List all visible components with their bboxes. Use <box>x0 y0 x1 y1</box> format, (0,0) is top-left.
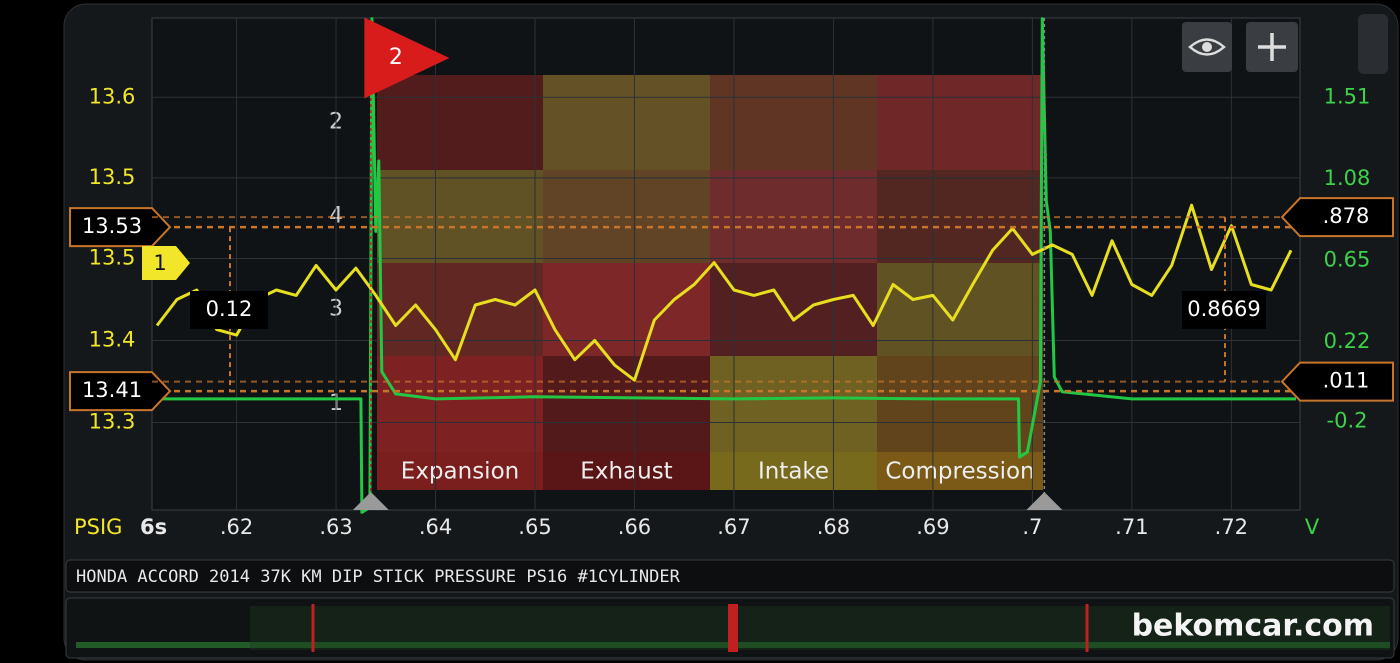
x-tick-label: .64 <box>419 515 452 539</box>
channel-marker-label: 1 <box>153 251 166 275</box>
axis-labels: .62 .63 .64 .65 .66 .67 .68 .69 .7 .71 .72 13.6 13.5… <box>74 84 1370 539</box>
grid <box>152 18 1300 510</box>
y2-tick-label: -0.2 <box>1327 409 1368 433</box>
phase-label: Intake <box>758 459 829 485</box>
capture-title: HONDA ACCORD 2014 37K KM DIP STICK PRESS… <box>76 567 681 587</box>
side-handle[interactable] <box>1358 14 1388 74</box>
y-tick-label: 13.5 <box>89 165 136 189</box>
x-tick-label: .63 <box>319 515 352 539</box>
x-axis-label: 6s <box>140 515 167 539</box>
cursor-tab <box>1280 197 1394 238</box>
y2-tick-label: 0.65 <box>1324 247 1371 271</box>
x-tick-label: .67 <box>717 515 750 539</box>
watermark: bekomcar.com <box>1132 609 1374 644</box>
phase-cell <box>377 75 543 170</box>
y2-tick-label: 1.51 <box>1324 84 1371 108</box>
y2-cursor-label: .878 <box>1323 204 1370 228</box>
phase-band <box>710 452 877 490</box>
x-tick-label: .62 <box>220 515 253 539</box>
y-tick-label: 13.4 <box>89 328 136 352</box>
phase-cell <box>543 75 710 170</box>
phase-band <box>377 452 543 490</box>
flag-label: 2 <box>389 45 403 70</box>
phase-cell <box>710 263 877 356</box>
y-tick-label: 13.5 <box>89 246 136 270</box>
phase-cell <box>877 75 1043 170</box>
x-tick-label: .71 <box>1115 515 1148 539</box>
y-axis-label: PSIG <box>74 515 122 539</box>
y2-tick-label: 0.22 <box>1324 329 1371 353</box>
delta-box <box>190 291 268 329</box>
y-cursor-label: 13.53 <box>82 214 142 238</box>
phase-cell <box>543 356 710 452</box>
delta-box <box>1182 291 1266 329</box>
phase-cell <box>710 356 877 452</box>
y2-tick-label: 1.08 <box>1324 166 1371 190</box>
x-tick-label: .68 <box>817 515 850 539</box>
phase-band <box>877 452 1043 490</box>
y2-axis-label: V <box>1305 515 1320 539</box>
cursor-tab <box>1280 361 1394 402</box>
x-tick-label: .66 <box>618 515 651 539</box>
flag <box>364 17 450 99</box>
plus-icon <box>1258 33 1286 61</box>
overview-marker <box>728 604 738 652</box>
phase-cell <box>377 263 543 356</box>
phase-cell <box>877 356 1043 452</box>
eye-icon <box>1188 38 1226 56</box>
phase-label: Expansion <box>401 459 519 485</box>
cursors: 13.53 13.41 .878 .011 0.12 0.8669 2 1 <box>69 17 1394 510</box>
channel-marker <box>142 246 190 280</box>
title-bar <box>65 559 1395 593</box>
phase-label: Compression <box>885 459 1034 485</box>
y2-cursor-label: .011 <box>1323 369 1370 393</box>
phase-label: Exhaust <box>580 459 672 485</box>
y-cursor-label: 13.41 <box>82 378 142 402</box>
trace <box>155 203 1293 382</box>
phase-band <box>543 452 710 490</box>
phase-cell <box>710 75 877 170</box>
eye-pupil <box>1202 42 1212 52</box>
cursor-tab <box>69 371 172 412</box>
y-delta: 0.12 <box>206 297 253 321</box>
x-tick-label: .65 <box>518 515 551 539</box>
x-tick-label: .69 <box>916 515 949 539</box>
cursor-tab <box>69 207 172 248</box>
y2-delta: 0.8669 <box>1187 297 1260 321</box>
overview-window <box>250 606 1390 650</box>
time-ruler-handle <box>352 492 389 510</box>
phase-cell <box>377 356 543 452</box>
y-tick-label: 13.6 <box>89 84 136 108</box>
x-tick-label: .72 <box>1215 515 1248 539</box>
phase-cell <box>543 263 710 356</box>
y-tick-label: 13.3 <box>89 410 136 434</box>
x-tick-label: .7 <box>1022 515 1042 539</box>
time-ruler-handle <box>1026 492 1063 510</box>
